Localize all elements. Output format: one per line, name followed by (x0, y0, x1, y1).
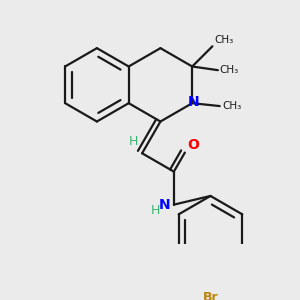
Text: Br: Br (203, 291, 218, 300)
Text: H: H (151, 204, 160, 217)
Text: N: N (188, 95, 199, 109)
Text: H: H (129, 136, 138, 148)
Text: N: N (158, 198, 170, 212)
Text: CH₃: CH₃ (223, 101, 242, 111)
Text: O: O (187, 138, 199, 152)
Text: CH₃: CH₃ (214, 35, 234, 45)
Text: CH₃: CH₃ (220, 65, 239, 75)
